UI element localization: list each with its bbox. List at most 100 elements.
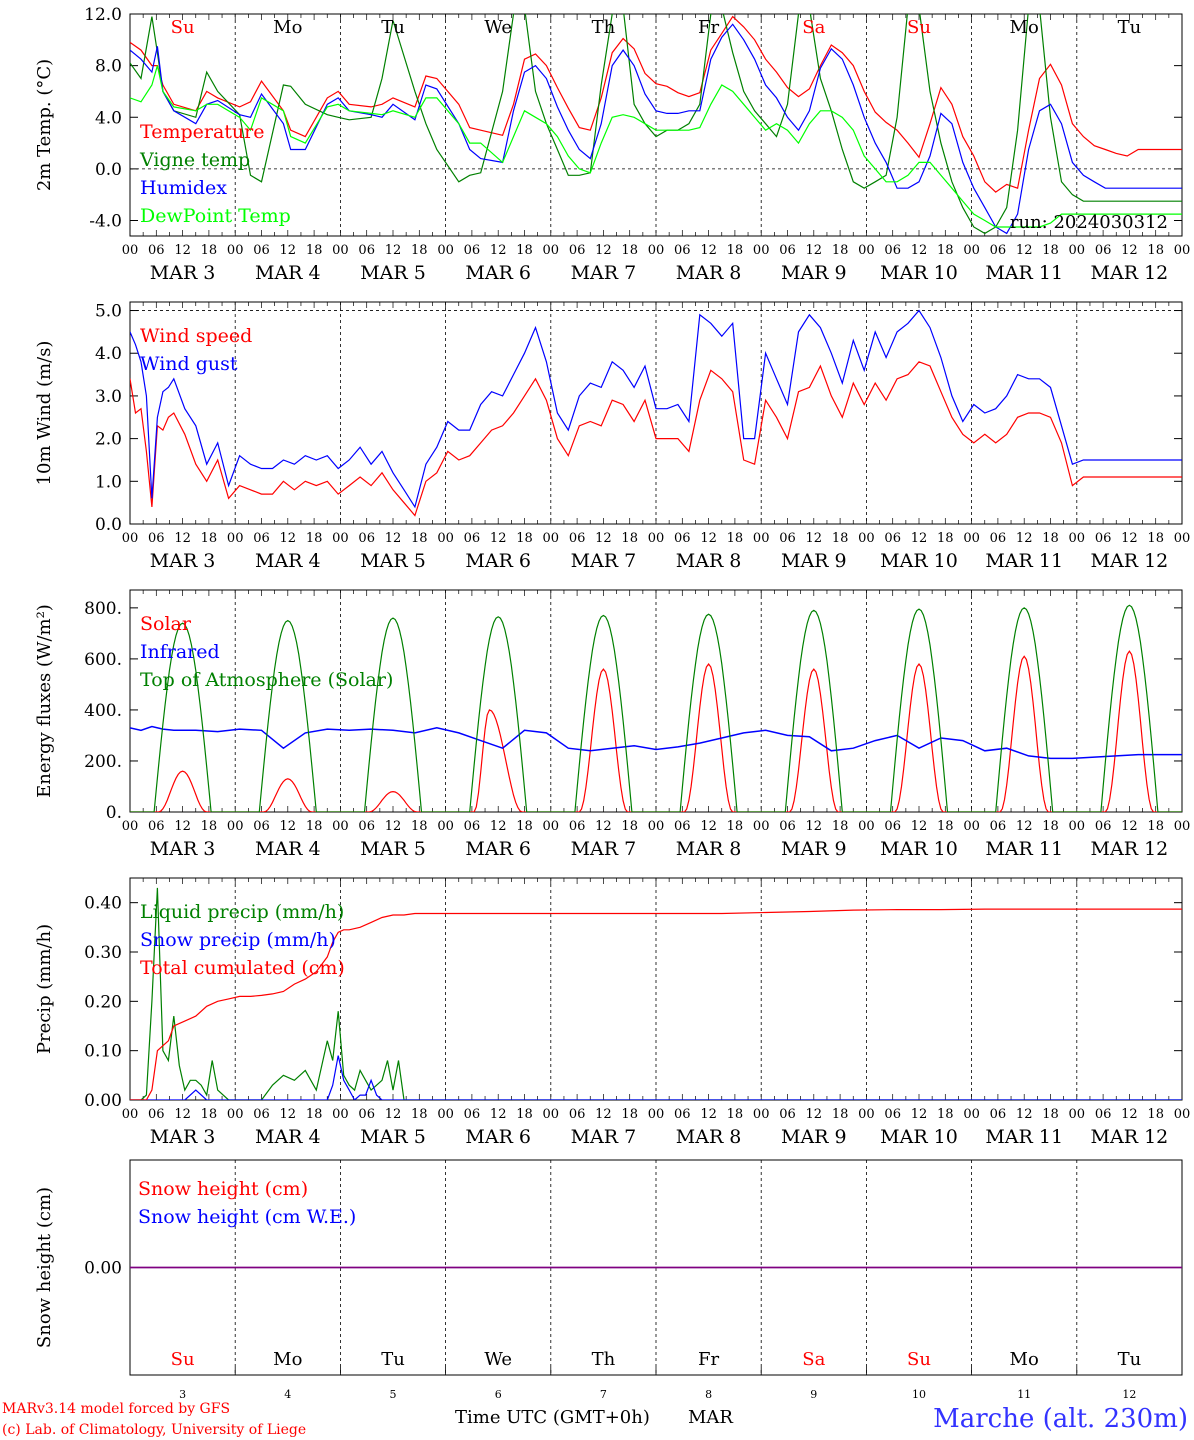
hour-tick-label: 12 — [280, 531, 297, 546]
date-label: MAR 7 — [571, 838, 637, 860]
hour-tick-label: 18 — [516, 243, 533, 258]
hour-tick-label: 06 — [464, 1107, 481, 1122]
weekday-label: Tu — [381, 1349, 405, 1370]
hour-tick-label: 00 — [858, 819, 875, 834]
weekday-label: Su — [907, 1349, 931, 1370]
hour-tick-label: 06 — [990, 531, 1007, 546]
y-tick-label: 600. — [84, 650, 122, 670]
series-line-snow-precip-mm-h- — [130, 1055, 1182, 1100]
date-label: MAR 3 — [150, 550, 216, 572]
date-label: MAR 8 — [676, 838, 742, 860]
series-line-total-cumulated-cm- — [130, 908, 1182, 1100]
hour-tick-label: 00 — [1069, 1107, 1086, 1122]
hour-tick-label: 18 — [411, 819, 428, 834]
hour-tick-label: 18 — [411, 531, 428, 546]
hour-tick-label: 12 — [1121, 531, 1138, 546]
hour-tick-label: 12 — [1121, 1107, 1138, 1122]
weekday-label: Su — [171, 1349, 195, 1370]
date-label: MAR 7 — [571, 1126, 637, 1148]
hour-tick-label: 00 — [543, 243, 560, 258]
hour-tick-label: 00 — [227, 819, 244, 834]
legend-entry: Total cumulated (cm) — [140, 957, 345, 979]
hour-tick-label: 06 — [884, 1107, 901, 1122]
date-label: MAR 12 — [1091, 550, 1169, 572]
hour-tick-label: 06 — [148, 1107, 165, 1122]
weekday-label: We — [484, 1349, 512, 1370]
date-number-label: 9 — [810, 1388, 817, 1401]
date-label: MAR 9 — [781, 1126, 847, 1148]
y-tick-label: 0.00 — [84, 1259, 122, 1279]
hour-tick-label: 06 — [569, 243, 586, 258]
hour-tick-label: 12 — [911, 243, 928, 258]
hour-tick-label: 00 — [753, 531, 770, 546]
hour-tick-label: 12 — [911, 819, 928, 834]
y-tick-label: 3.0 — [95, 387, 122, 407]
y-tick-label: 0.30 — [84, 943, 122, 963]
hour-tick-label: 00 — [648, 531, 665, 546]
hour-tick-label: 00 — [1174, 1107, 1191, 1122]
date-label: MAR 5 — [360, 550, 426, 572]
date-label: MAR 10 — [880, 838, 958, 860]
series-line-temperature — [130, 15, 1182, 193]
hour-tick-label: 00 — [963, 1107, 980, 1122]
hour-tick-label: 12 — [806, 1107, 823, 1122]
date-label: MAR 10 — [880, 1126, 958, 1148]
legend-entry: Snow precip (mm/h) — [140, 929, 336, 951]
hour-tick-label: 06 — [779, 819, 796, 834]
station-title: Marche (alt. 230m) — [933, 1404, 1188, 1434]
hour-tick-label: 18 — [201, 531, 218, 546]
hour-tick-label: 18 — [727, 531, 744, 546]
legend-entry: Solar — [140, 613, 192, 635]
hour-tick-label: 12 — [1016, 531, 1033, 546]
hour-tick-label: 06 — [569, 531, 586, 546]
hour-tick-label: 06 — [148, 819, 165, 834]
hour-tick-label: 06 — [884, 531, 901, 546]
panel-energy: 800. 600. 400. 200. 0. Energy fluxes (W/m²) So… — [34, 589, 1190, 860]
date-number-label: 5 — [390, 1388, 397, 1401]
hour-tick-label: 12 — [1016, 243, 1033, 258]
hour-tick-label: 12 — [490, 819, 507, 834]
hour-tick-label: 00 — [753, 243, 770, 258]
y-tick-label: 1.0 — [95, 472, 122, 492]
y-tick-label: 400. — [84, 701, 122, 721]
hour-tick-label: 18 — [1042, 243, 1059, 258]
hour-tick-label: 06 — [674, 531, 691, 546]
hour-tick-label: 00 — [227, 531, 244, 546]
panel-snow: 0.00 Snow height (cm) Snow height (cm) Snow… — [34, 1159, 1183, 1401]
hour-tick-label: 06 — [253, 531, 270, 546]
series-line-wind-speed — [130, 361, 1182, 517]
hour-tick-label: 18 — [1042, 1107, 1059, 1122]
y-tick-label: 0. — [106, 803, 122, 823]
hour-tick-label: 12 — [280, 819, 297, 834]
hour-tick-label: 06 — [358, 243, 375, 258]
hour-tick-label: 00 — [753, 819, 770, 834]
hour-tick-label: 18 — [832, 531, 849, 546]
hour-tick-label: 12 — [280, 1107, 297, 1122]
date-label: MAR 9 — [781, 550, 847, 572]
date-number-label: 3 — [179, 1388, 186, 1401]
hour-tick-label: 00 — [332, 243, 349, 258]
hour-tick-label: 00 — [858, 531, 875, 546]
hour-tick-label: 18 — [832, 1107, 849, 1122]
hour-tick-label: 06 — [569, 819, 586, 834]
series-line-wind-gust — [130, 309, 1182, 509]
series-line-top-of-atmosphere-solar- — [130, 604, 1182, 812]
weekday-label: Su — [907, 17, 931, 38]
hour-tick-label: 00 — [858, 243, 875, 258]
hour-tick-label: 12 — [911, 1107, 928, 1122]
date-label: MAR 9 — [781, 262, 847, 284]
panel-temperature: 12.0 8.0 4.0 0.0 -4.0 2m Temp. (°C) Temperatur… — [34, 5, 1190, 284]
legend-entry: Infrared — [140, 641, 220, 663]
hour-tick-label: 06 — [148, 531, 165, 546]
date-label: MAR 5 — [360, 262, 426, 284]
date-label: MAR 6 — [465, 262, 531, 284]
hour-tick-label: 00 — [332, 819, 349, 834]
hour-tick-label: 18 — [727, 819, 744, 834]
hour-tick-label: 06 — [1095, 243, 1112, 258]
hour-tick-label: 18 — [306, 243, 323, 258]
hour-tick-label: 00 — [437, 1107, 454, 1122]
hour-tick-label: 06 — [674, 819, 691, 834]
hour-tick-label: 00 — [227, 243, 244, 258]
hour-tick-label: 00 — [543, 1107, 560, 1122]
hour-tick-label: 12 — [595, 1107, 612, 1122]
